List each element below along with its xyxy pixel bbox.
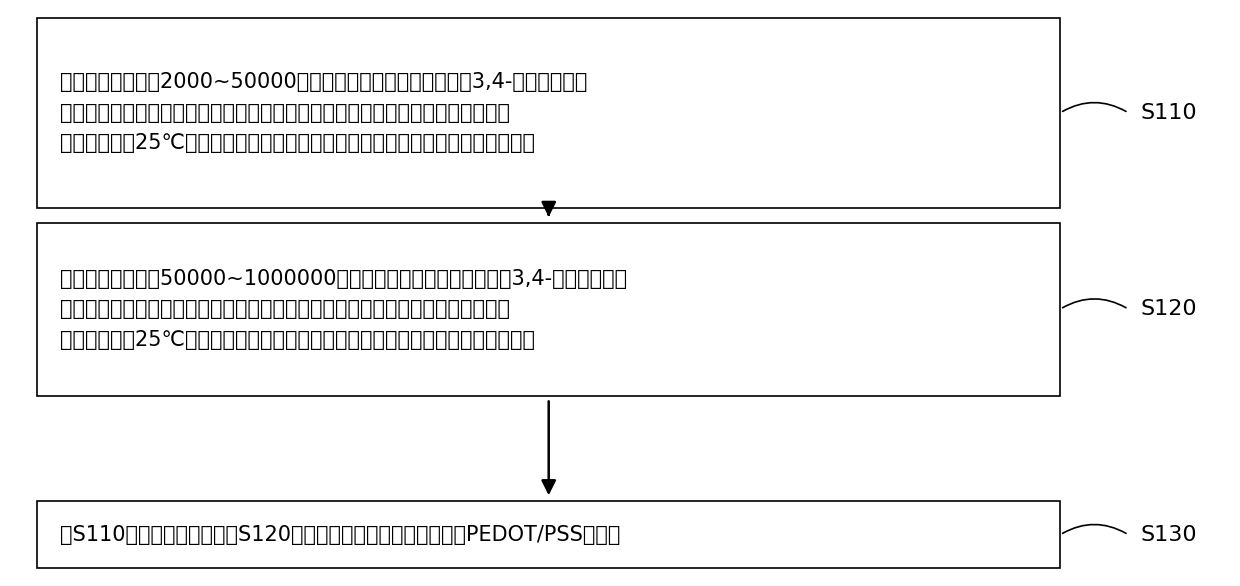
Text: S110: S110	[1141, 103, 1198, 123]
Text: 配置重均分子量为50000~1000000的聚苯乙烯磺酸的水溶液，加入3,4-乙烯二氧噌吼
和乳化剂，搅拌反应至形成透明均一的体系，再加入对甲苯磺酸铁和过硫酸鄔: 配置重均分子量为50000~1000000的聚苯乙烯磺酸的水溶液，加入3,4-乙…	[60, 269, 626, 349]
Text: 配置重均分子量为2000~50000的聚苯乙烯磺酸的水溶液，加入3,4-乙烯二氧噌吼
和乳化剂，搅拌反应至形成透明均一的体系，再加入对甲苯磺酸铁和过硫酸鄔，保
: 配置重均分子量为2000~50000的聚苯乙烯磺酸的水溶液，加入3,4-乙烯二氧…	[60, 73, 587, 153]
Bar	[37, 223, 1060, 396]
Text: S120: S120	[1141, 299, 1198, 319]
Text: 将S110得到的第一分散液和S120得到第二分散液混合均匀，得到PEDOT/PSS分散液: 将S110得到的第一分散液和S120得到第二分散液混合均匀，得到PEDOT/PS…	[60, 524, 620, 545]
Bar	[37, 501, 1060, 568]
Bar	[37, 18, 1060, 208]
Text: S130: S130	[1141, 524, 1198, 545]
